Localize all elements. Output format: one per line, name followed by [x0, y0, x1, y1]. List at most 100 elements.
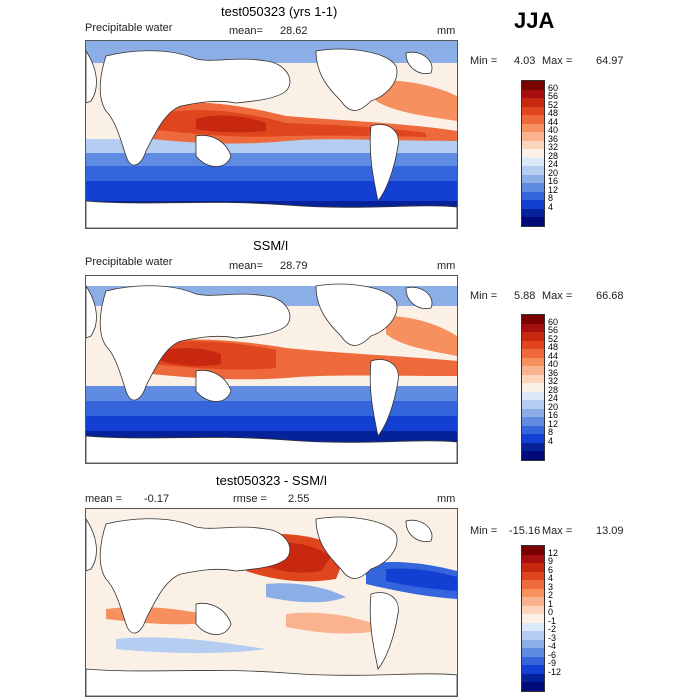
panel-2-min-label: Min =	[470, 290, 498, 302]
colorbar-segment	[522, 140, 544, 150]
colorbar-segment	[522, 123, 544, 133]
colorbar-segment	[522, 391, 544, 401]
panel-3-map	[85, 508, 458, 697]
colorbar-tick-label: 12	[548, 547, 559, 558]
colorbar-tick-label: 40	[548, 359, 559, 370]
colorbar-segment	[522, 340, 544, 350]
panel-3-rmse-value: 2.55	[288, 493, 310, 505]
colorbar-tick-label: 28	[548, 384, 559, 395]
panel-1-units: mm	[437, 25, 456, 37]
colorbar-segment	[522, 217, 544, 226]
colorbar-segment	[522, 323, 544, 333]
colorbar-segment	[522, 366, 544, 375]
panel-2-units: mm	[437, 260, 456, 272]
panel-3-units: mm	[437, 493, 456, 505]
colorbar-segment	[522, 639, 544, 649]
colorbar-segment	[522, 174, 544, 184]
panel-2-map	[85, 275, 458, 464]
colorbar-tick-label: 24	[548, 159, 559, 170]
colorbar-tick-label: 52	[548, 99, 559, 110]
colorbar-tick-label: 4	[548, 573, 554, 584]
colorbar-segment	[522, 682, 544, 691]
panel-1-mean-value: 28.62	[280, 25, 308, 37]
panel-3-min-label: Min =	[470, 525, 498, 537]
colorbar-tick-label: 2	[548, 590, 554, 601]
panel-3-mean-label: mean =	[85, 493, 122, 505]
colorbar-segment	[522, 622, 544, 632]
colorbar-tick-label: -12	[548, 666, 562, 677]
colorbar-tick-label: 8	[548, 427, 554, 438]
colorbar-segment	[522, 115, 544, 124]
panel-2-mean-value: 28.79	[280, 260, 308, 272]
colorbar-tick-label: 44	[548, 116, 559, 127]
panel-2-mean-label: mean=	[229, 260, 263, 272]
colorbar-segment	[522, 89, 544, 99]
panel-3-max-label: Max =	[542, 525, 573, 537]
colorbar-tick-label: 6	[548, 564, 554, 575]
colorbar-segment	[522, 98, 544, 107]
colorbar-tick-label: 16	[548, 176, 559, 187]
panel-2-title: SSM/I	[253, 238, 289, 253]
colorbar-tick-label: 3	[548, 581, 554, 592]
panel-1-max-value: 64.97	[596, 55, 624, 67]
colorbar-segment	[522, 614, 544, 623]
colorbar-tick-label: 8	[548, 193, 554, 204]
panel-2-max-label: Max =	[542, 290, 573, 302]
colorbar-tick-label: 56	[548, 91, 559, 102]
colorbar-segment	[522, 332, 544, 341]
colorbar-segment	[522, 132, 544, 141]
colorbar-segment	[522, 665, 544, 674]
colorbar-segment	[522, 349, 544, 358]
colorbar-segment	[522, 417, 544, 426]
panel-3-rmse-label: rmse =	[233, 493, 267, 505]
colorbar-segment	[522, 631, 544, 640]
colorbar-tick-label: 36	[548, 133, 559, 144]
panel-1-mean-label: mean=	[229, 25, 263, 37]
colorbar-tick-label: 52	[548, 333, 559, 344]
colorbar-segment	[522, 157, 544, 167]
colorbar-tick-label: 48	[548, 342, 559, 353]
colorbar-segment	[522, 408, 544, 418]
colorbar-tick-label: 16	[548, 410, 559, 421]
colorbar-segment	[522, 434, 544, 443]
colorbar-segment	[522, 546, 544, 555]
colorbar-segment	[522, 673, 544, 683]
colorbar-tick-label: 56	[548, 325, 559, 336]
colorbar-segment	[522, 357, 544, 367]
colorbar-tick-label: -1	[548, 615, 557, 626]
colorbar-tick-label: 20	[548, 401, 559, 412]
colorbar-segment	[522, 588, 544, 598]
panel-3-title: test050323 - SSM/I	[216, 473, 328, 488]
colorbar-segment	[522, 400, 544, 409]
colorbar-tick-label: 40	[548, 125, 559, 136]
colorbar-segment	[522, 183, 544, 192]
panel-1-max-label: Max =	[542, 55, 573, 67]
colorbar-segment	[522, 605, 544, 615]
colorbar-segment	[522, 656, 544, 666]
panel-1-colorbar	[521, 80, 545, 227]
panel-1-title: test050323 (yrs 1-1)	[221, 4, 338, 19]
panel-1-map	[85, 40, 458, 229]
colorbar-tick-label: 4	[548, 201, 554, 212]
season-label: JJA	[514, 8, 555, 33]
colorbar-tick-label: 9	[548, 556, 554, 567]
colorbar-segment	[522, 425, 544, 435]
panel-2-max-value: 66.68	[596, 290, 624, 302]
panel-3-colorbar	[521, 545, 545, 692]
colorbar-segment	[522, 315, 544, 324]
colorbar-segment	[522, 149, 544, 158]
colorbar-tick-label: 12	[548, 184, 559, 195]
colorbar-tick-label: -4	[548, 641, 557, 652]
colorbar-tick-label: 28	[548, 150, 559, 161]
colorbar-segment	[522, 563, 544, 572]
colorbar-tick-label: -3	[548, 632, 557, 643]
colorbar-segment	[522, 580, 544, 589]
colorbar-tick-label: 32	[548, 142, 559, 153]
panel-3-mean-value: -0.17	[144, 493, 170, 505]
panel-2-variable: Precipitable water	[85, 256, 173, 268]
panel-2-min-value: 5.88	[514, 290, 536, 302]
colorbar-segment	[522, 191, 544, 201]
colorbar-tick-label: 1	[548, 598, 554, 609]
colorbar-tick-label: 4	[548, 435, 554, 446]
colorbar-tick-label: 60	[548, 82, 559, 93]
